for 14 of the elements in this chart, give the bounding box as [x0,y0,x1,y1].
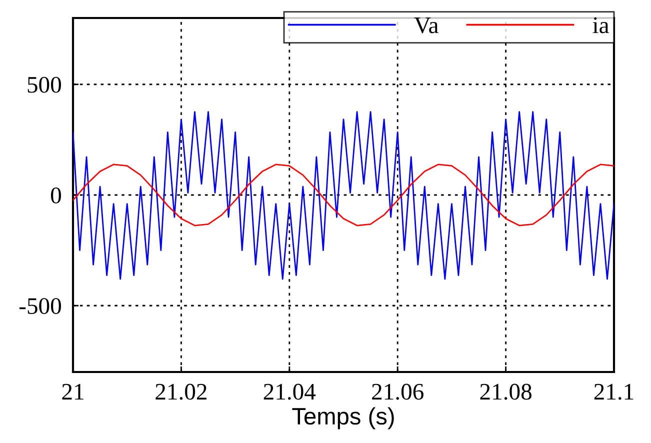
legend-label: Va [414,18,438,34]
x-tick-label: 21.04 [264,384,316,400]
line-series [73,111,614,280]
x-axis-title: Temps (s) [292,407,394,430]
y-tick-label: -500 [19,298,61,314]
y-tick-label: 500 [28,76,61,93]
x-tick-label: 21.1 [594,384,634,400]
x-tick-label: 21.06 [372,384,424,400]
x-tick-label: 21.02 [156,384,206,400]
y-tick-label: 0 [50,187,61,204]
line-series [73,164,614,226]
x-tick-label: 21.08 [480,384,532,400]
legend-label: ia [592,17,609,34]
x-tick-label: 21 [62,384,84,400]
